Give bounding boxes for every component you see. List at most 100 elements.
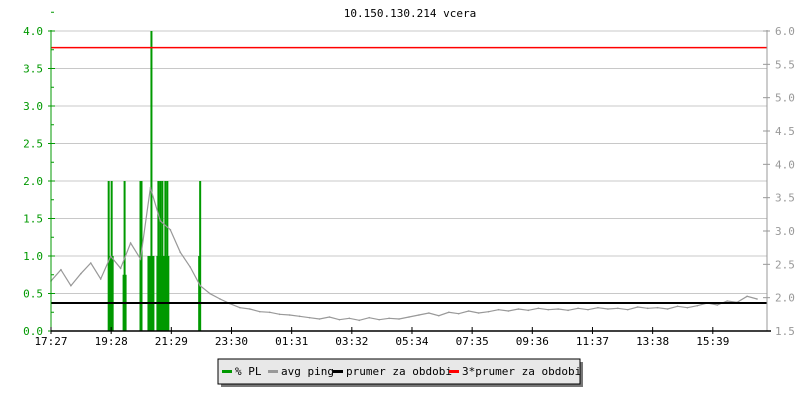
ping-line xyxy=(50,187,758,321)
ping-point xyxy=(288,314,291,316)
ping-point xyxy=(428,312,430,314)
right-tick-label: 5.5 xyxy=(775,58,795,71)
legend-box xyxy=(217,358,581,385)
ping-point xyxy=(567,309,569,312)
x-tick-label: 23:30 xyxy=(215,335,248,348)
ping-point xyxy=(149,186,152,189)
ping-point xyxy=(70,284,72,287)
ping-point xyxy=(676,305,679,308)
legend-swatch xyxy=(449,370,459,373)
legend-swatch xyxy=(333,370,343,373)
ping-point xyxy=(756,298,758,300)
ping-point xyxy=(467,310,470,312)
legend-label: prumer za obdobi xyxy=(346,365,452,378)
ping-point xyxy=(80,272,82,275)
left-tick-label: 2.5 xyxy=(23,138,43,151)
right-tick-label: 5.0 xyxy=(775,92,795,105)
x-tick-label: 15:39 xyxy=(696,335,729,348)
ping-point xyxy=(89,262,92,264)
ping-point xyxy=(477,312,480,314)
ping-point xyxy=(358,319,361,322)
ping-point xyxy=(268,311,271,314)
right-tick-label: 4.0 xyxy=(775,158,795,171)
ping-point xyxy=(696,304,699,307)
ping-point xyxy=(159,220,162,222)
left-tick-label: 1.0 xyxy=(23,250,43,263)
x-tick-label: 09:36 xyxy=(516,335,549,348)
pl-bar xyxy=(152,256,155,331)
right-tick-label: 6.0 xyxy=(775,25,795,38)
ping-point xyxy=(507,310,510,312)
ping-point xyxy=(139,258,142,260)
ping-point xyxy=(666,308,669,310)
left-tick-label: 3.0 xyxy=(23,100,43,113)
right-tick-label: 4.5 xyxy=(775,125,795,138)
ping-point xyxy=(368,316,371,319)
x-tick-label: 17:27 xyxy=(34,335,67,348)
x-tick-label: 13:38 xyxy=(636,335,669,348)
left-tick-label: 3.5 xyxy=(23,63,43,76)
ping-point xyxy=(388,317,390,320)
ping-point xyxy=(716,304,719,306)
pl-bar xyxy=(167,256,170,331)
ping-point xyxy=(656,306,659,309)
right-tick-label: 3.0 xyxy=(775,225,795,238)
ping-point xyxy=(189,266,192,268)
pl-bar xyxy=(199,181,202,331)
ping-point xyxy=(169,228,172,231)
ping-point xyxy=(746,295,748,298)
pl-bar xyxy=(150,31,153,331)
left-tick-label: 1.5 xyxy=(23,213,43,226)
right-tick-label: 1.5 xyxy=(775,325,795,338)
ping-point xyxy=(636,306,639,308)
ping-point xyxy=(646,307,649,310)
legend: % PL avg ping prumer za obdobi 3*prumer za … xyxy=(217,358,583,387)
x-tick-label: 05:34 xyxy=(395,335,428,348)
ping-point xyxy=(726,300,729,302)
ping-point xyxy=(348,317,351,320)
ping-point xyxy=(617,307,619,310)
ping-point xyxy=(457,312,460,315)
ping-point xyxy=(60,268,62,271)
series-ping xyxy=(50,186,758,322)
ping-point xyxy=(119,267,122,270)
ping-point xyxy=(318,318,321,320)
x-tick-label: 01:31 xyxy=(275,335,308,348)
x-tick-label: 07:35 xyxy=(456,335,489,348)
ping-point xyxy=(259,310,261,313)
legend-swatch xyxy=(268,370,278,373)
left-tick-label: 4.0 xyxy=(23,25,43,38)
mean-lines xyxy=(51,46,767,304)
ping-point xyxy=(587,308,589,311)
ping-point xyxy=(278,313,281,316)
x-tick-label: 03:32 xyxy=(335,335,368,348)
legend-label: 3*prumer za obdobi xyxy=(462,365,581,378)
left-tick-label: 0.5 xyxy=(23,288,43,301)
x-tick-label: 11:37 xyxy=(576,335,609,348)
x-tick-label: 19:28 xyxy=(95,335,128,348)
right-tick-label: 3.5 xyxy=(775,192,795,205)
left-tick-label: 2.0 xyxy=(23,175,43,188)
ping-point xyxy=(328,316,331,318)
ping-point xyxy=(398,318,400,320)
right-tick-label: 2.5 xyxy=(775,258,795,271)
pl-bar xyxy=(111,256,114,331)
right-tick-label: 2.0 xyxy=(775,292,795,305)
ping-point xyxy=(547,308,550,311)
ping-point xyxy=(686,306,689,309)
ping-point xyxy=(209,292,211,295)
ping-point xyxy=(338,318,341,321)
left-tick-label: 0.0 xyxy=(23,325,43,338)
ping-point xyxy=(378,318,380,321)
legend-swatch xyxy=(222,370,232,373)
x-tick-label: 21:29 xyxy=(155,335,188,348)
ping-point xyxy=(249,308,251,310)
ping-point xyxy=(447,311,450,314)
legend-label: % PL xyxy=(235,365,262,378)
ping-point xyxy=(527,309,530,312)
grid xyxy=(51,30,767,294)
ping-point xyxy=(179,251,182,254)
ping-point xyxy=(109,255,112,258)
ping-point xyxy=(199,284,201,287)
